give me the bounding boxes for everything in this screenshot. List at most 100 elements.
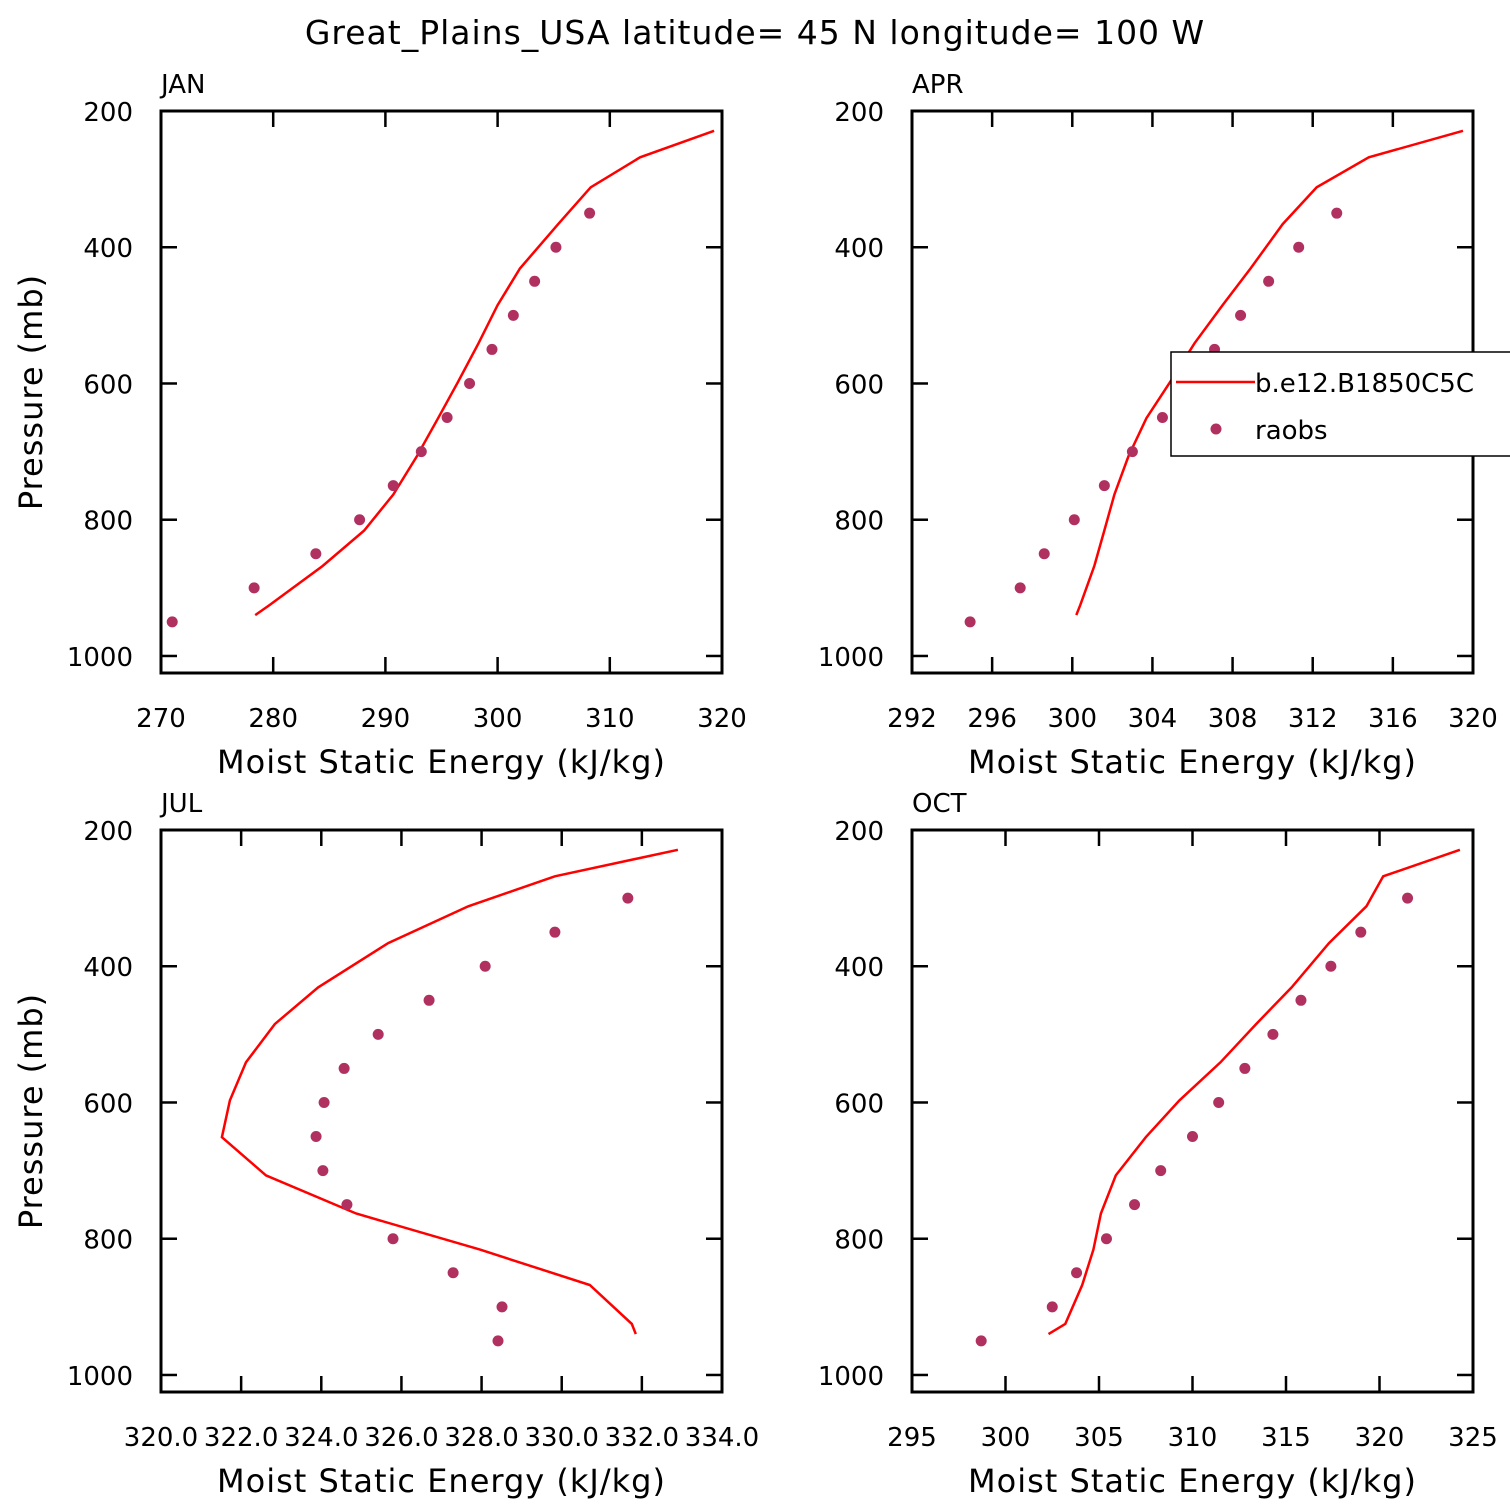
x-tick-label: 310 bbox=[1168, 1423, 1218, 1453]
x-tick-label: 315 bbox=[1261, 1423, 1311, 1453]
model-line bbox=[1047, 848, 1461, 1336]
y-tick-label: 400 bbox=[83, 234, 133, 264]
y-tick-label: 600 bbox=[83, 370, 133, 400]
y-axis-label: Pressure (mb) bbox=[12, 993, 50, 1229]
obs-point bbox=[447, 1267, 459, 1279]
x-tick-label: 300 bbox=[473, 704, 523, 734]
obs-point bbox=[584, 207, 596, 219]
panel-label: JUL bbox=[159, 789, 203, 819]
y-tick-label: 200 bbox=[83, 98, 133, 128]
obs-point bbox=[1098, 480, 1110, 492]
obs-point bbox=[622, 892, 634, 904]
y-tick-label: 200 bbox=[83, 817, 133, 847]
obs-point bbox=[354, 514, 366, 526]
y-tick-label: 600 bbox=[834, 1089, 884, 1119]
obs-point bbox=[1213, 1096, 1225, 1108]
obs-point bbox=[248, 582, 260, 594]
obs-point bbox=[387, 480, 399, 492]
x-axis-label: Moist Static Energy (kJ/kg) bbox=[968, 743, 1417, 781]
panel: JAN 270 280 290 300 310 320 200 400 600 800 1000 Moi… bbox=[12, 70, 747, 781]
obs-point bbox=[1239, 1062, 1251, 1074]
x-tick-label: 296 bbox=[967, 704, 1017, 734]
obs-point bbox=[496, 1301, 508, 1313]
obs-point bbox=[387, 1233, 399, 1245]
y-tick-label: 200 bbox=[834, 817, 884, 847]
x-tick-label: 316 bbox=[1368, 704, 1418, 734]
x-tick-label: 300 bbox=[981, 1423, 1031, 1453]
y-tick-label: 800 bbox=[83, 507, 133, 537]
obs-point bbox=[1129, 1199, 1141, 1211]
y-axis-label: Pressure (mb) bbox=[12, 274, 50, 510]
obs-point bbox=[479, 960, 491, 972]
obs-point bbox=[1046, 1301, 1058, 1313]
x-tick-label: 300 bbox=[1047, 704, 1097, 734]
obs-point bbox=[1014, 582, 1026, 594]
y-tick-label: 800 bbox=[834, 507, 884, 537]
panel: JUL 320.0 322.0 324.0 326.0 328.0 330.0 332.0 33… bbox=[12, 789, 759, 1500]
y-tick-label: 1000 bbox=[818, 643, 884, 673]
x-tick-label: 330.0 bbox=[524, 1423, 598, 1453]
x-tick-label: 320 bbox=[1448, 704, 1498, 734]
obs-point bbox=[310, 1131, 322, 1143]
obs-point bbox=[1355, 926, 1367, 938]
x-tick-label: 305 bbox=[1074, 1423, 1124, 1453]
obs-point bbox=[1325, 960, 1337, 972]
y-tick-label: 600 bbox=[83, 1089, 133, 1119]
x-tick-label: 334.0 bbox=[685, 1423, 759, 1453]
obs-point bbox=[1100, 1233, 1112, 1245]
obs-point bbox=[1156, 412, 1168, 424]
figure-title: Great_Plains_USA latitude= 45 N longitud… bbox=[305, 13, 1205, 52]
y-tick-label: 400 bbox=[834, 234, 884, 264]
y-tick-label: 1000 bbox=[818, 1362, 884, 1392]
plot-frame bbox=[159, 109, 724, 675]
legend-label: raobs bbox=[1255, 416, 1328, 446]
obs-point bbox=[310, 548, 322, 560]
obs-point bbox=[1263, 275, 1275, 287]
model-line bbox=[254, 129, 715, 617]
x-tick-label: 295 bbox=[887, 1423, 937, 1453]
obs-point bbox=[975, 1335, 987, 1347]
panel-label: APR bbox=[912, 70, 964, 100]
x-axis-label: Moist Static Energy (kJ/kg) bbox=[217, 1462, 666, 1500]
x-tick-label: 290 bbox=[361, 704, 411, 734]
x-tick-label: 270 bbox=[136, 704, 186, 734]
legend-label: b.e12.B1850C5C bbox=[1255, 369, 1474, 399]
plot-frame bbox=[910, 828, 1475, 1394]
x-axis-label: Moist Static Energy (kJ/kg) bbox=[217, 743, 666, 781]
obs-point bbox=[423, 994, 435, 1006]
obs-point bbox=[415, 446, 427, 458]
y-tick-label: 800 bbox=[834, 1226, 884, 1256]
plot-frame bbox=[159, 828, 724, 1394]
x-tick-label: 304 bbox=[1128, 704, 1178, 734]
x-tick-label: 280 bbox=[248, 704, 298, 734]
x-tick-label: 332.0 bbox=[605, 1423, 679, 1453]
obs-point bbox=[1235, 309, 1247, 321]
obs-point bbox=[338, 1062, 350, 1074]
obs-point bbox=[1267, 1028, 1279, 1040]
x-tick-label: 325 bbox=[1448, 1423, 1498, 1453]
x-tick-label: 322.0 bbox=[204, 1423, 278, 1453]
y-tick-label: 1000 bbox=[67, 643, 133, 673]
obs-point bbox=[1331, 207, 1343, 219]
obs-point bbox=[550, 241, 562, 253]
y-tick-label: 1000 bbox=[67, 1362, 133, 1392]
obs-point bbox=[1402, 892, 1414, 904]
obs-point bbox=[464, 377, 476, 389]
obs-point bbox=[492, 1335, 504, 1347]
obs-point bbox=[341, 1199, 353, 1211]
x-tick-label: 328.0 bbox=[444, 1423, 518, 1453]
obs-point bbox=[549, 926, 561, 938]
x-tick-label: 320 bbox=[1355, 1423, 1405, 1453]
legend-box bbox=[1170, 351, 1510, 457]
obs-point bbox=[529, 275, 541, 287]
obs-point bbox=[318, 1096, 330, 1108]
obs-point bbox=[507, 309, 519, 321]
x-tick-label: 292 bbox=[887, 704, 937, 734]
obs-point bbox=[372, 1028, 384, 1040]
obs-point bbox=[1068, 514, 1080, 526]
obs-point bbox=[166, 616, 178, 628]
y-tick-label: 600 bbox=[834, 370, 884, 400]
obs-point bbox=[1071, 1267, 1083, 1279]
x-tick-label: 320.0 bbox=[124, 1423, 198, 1453]
